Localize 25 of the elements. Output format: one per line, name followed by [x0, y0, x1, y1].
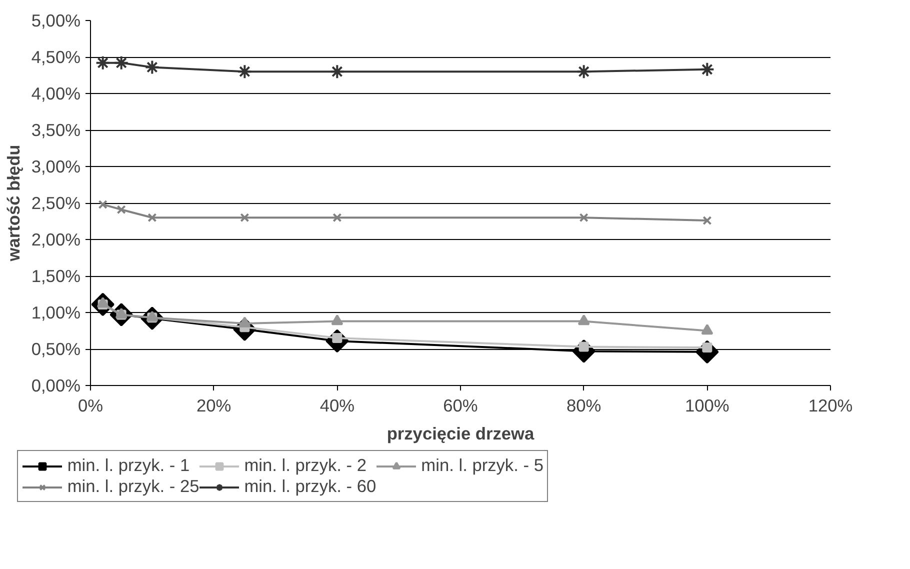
- legend-label: min. l. przyk. - 1: [67, 455, 190, 476]
- y-tick-label: 4,00%: [31, 84, 81, 104]
- y-tick-label: 1,00%: [31, 302, 81, 322]
- legend-label: min. l. przyk. - 60: [244, 476, 376, 497]
- x-tick-label: 100%: [685, 396, 730, 416]
- y-tick-label: 0,50%: [31, 339, 81, 359]
- y-tick-label: 3,00%: [31, 156, 81, 176]
- x-tick-label: 120%: [808, 396, 853, 416]
- x-tick-label: 40%: [320, 396, 355, 416]
- y-tick-label: 3,50%: [31, 120, 81, 140]
- legend-label: min. l. przyk. - 5: [421, 455, 544, 476]
- x-tick-label: 60%: [443, 396, 478, 416]
- x-axis-title: przycięcie drzewa: [386, 424, 535, 444]
- x-tick-label: 80%: [566, 396, 602, 416]
- x-tick-label: 0%: [78, 396, 104, 416]
- legend-label: min. l. przyk. - 25: [67, 476, 200, 497]
- y-tick-label: 5,00%: [31, 10, 81, 30]
- y-axis-title: wartość błędu: [3, 144, 24, 262]
- y-tick-label: 1,50%: [31, 266, 81, 286]
- y-tick-label: 2,00%: [31, 230, 81, 250]
- legend-label: min. l. przyk. - 2: [244, 455, 367, 476]
- y-tick-label: 4,50%: [31, 47, 81, 67]
- y-tick-label: 0,00%: [31, 376, 81, 396]
- x-tick-label: 20%: [196, 396, 232, 416]
- y-tick-label: 2,50%: [31, 193, 81, 213]
